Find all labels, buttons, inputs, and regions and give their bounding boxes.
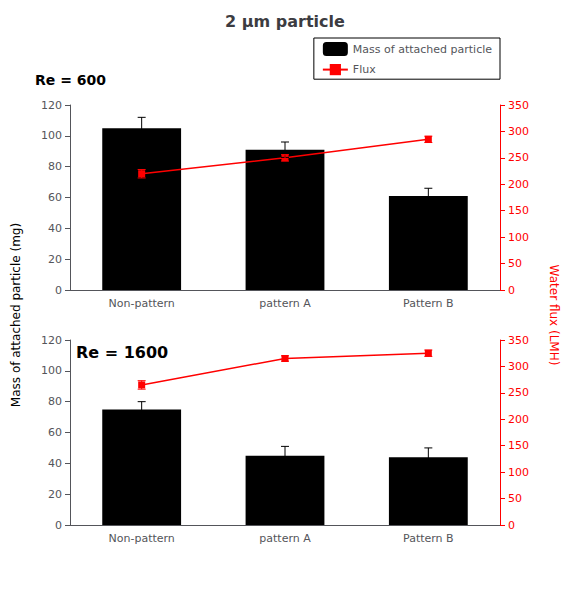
svg-text:300: 300 xyxy=(508,125,529,138)
svg-text:20: 20 xyxy=(48,488,62,501)
svg-text:40: 40 xyxy=(48,222,62,235)
svg-text:pattern A: pattern A xyxy=(259,297,311,310)
svg-text:100: 100 xyxy=(508,231,529,244)
svg-text:Mass of attached particle: Mass of attached particle xyxy=(353,43,492,56)
svg-text:Water flux (LMH): Water flux (LMH) xyxy=(547,265,561,366)
svg-text:0: 0 xyxy=(508,519,515,532)
svg-text:Non-pattern: Non-pattern xyxy=(109,532,175,545)
svg-text:80: 80 xyxy=(48,395,62,408)
svg-text:100: 100 xyxy=(41,364,62,377)
svg-text:0: 0 xyxy=(55,519,62,532)
svg-text:50: 50 xyxy=(508,492,522,505)
svg-text:0: 0 xyxy=(55,284,62,297)
svg-text:100: 100 xyxy=(41,129,62,142)
svg-text:Pattern B: Pattern B xyxy=(403,532,454,545)
svg-text:Flux: Flux xyxy=(353,63,376,76)
svg-text:100: 100 xyxy=(508,466,529,479)
svg-text:Re = 600: Re = 600 xyxy=(35,72,106,88)
svg-text:150: 150 xyxy=(508,439,529,452)
svg-text:2 μm particle: 2 μm particle xyxy=(225,12,345,31)
svg-text:Non-pattern: Non-pattern xyxy=(109,297,175,310)
svg-text:Re = 1600: Re = 1600 xyxy=(76,343,168,362)
svg-text:80: 80 xyxy=(48,160,62,173)
svg-text:200: 200 xyxy=(508,178,529,191)
svg-text:300: 300 xyxy=(508,360,529,373)
svg-text:50: 50 xyxy=(508,257,522,270)
svg-text:0: 0 xyxy=(508,284,515,297)
svg-text:40: 40 xyxy=(48,457,62,470)
svg-text:350: 350 xyxy=(508,99,529,112)
svg-text:250: 250 xyxy=(508,151,529,164)
svg-text:60: 60 xyxy=(48,426,62,439)
svg-text:350: 350 xyxy=(508,334,529,347)
svg-text:120: 120 xyxy=(41,334,62,347)
svg-text:20: 20 xyxy=(48,253,62,266)
svg-text:200: 200 xyxy=(508,413,529,426)
svg-text:250: 250 xyxy=(508,386,529,399)
svg-text:120: 120 xyxy=(41,99,62,112)
svg-text:60: 60 xyxy=(48,191,62,204)
svg-text:pattern A: pattern A xyxy=(259,532,311,545)
svg-text:150: 150 xyxy=(508,204,529,217)
svg-text:Pattern B: Pattern B xyxy=(403,297,454,310)
svg-text:Mass of attached particle (mg): Mass of attached particle (mg) xyxy=(9,223,23,407)
